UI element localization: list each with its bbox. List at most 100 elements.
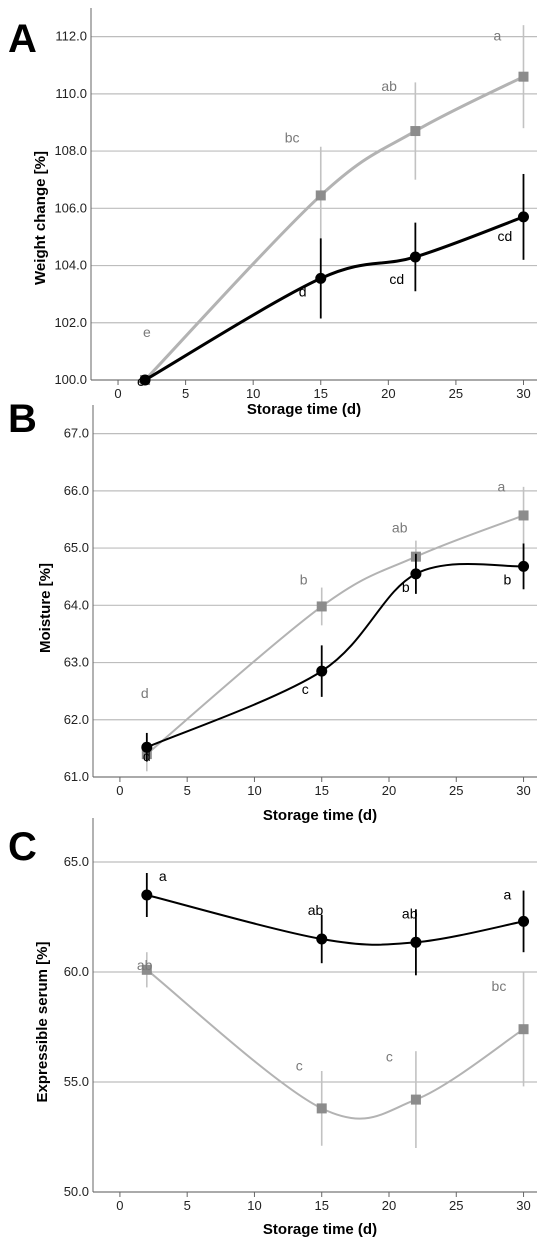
x-tick-label: 0 [116, 1198, 123, 1213]
significance-letter: bc [285, 129, 300, 145]
significance-letter: a [493, 28, 501, 44]
y-tick-label: 61.0 [64, 769, 89, 784]
significance-letter: a [159, 868, 167, 884]
panel-label-c: C [8, 825, 37, 869]
x-tick-label: 10 [246, 386, 260, 401]
x-tick-label: 20 [381, 386, 395, 401]
y-tick-label: 64.0 [64, 597, 89, 612]
data-point-square [518, 1024, 529, 1035]
data-point-circle [410, 936, 422, 948]
y-tick-label: 66.0 [64, 483, 89, 498]
significance-letter: ab [402, 905, 418, 921]
y-tick-label: 102.0 [54, 315, 87, 330]
data-point-circle [316, 933, 328, 945]
y-axis-title-b: Moisture [%] [37, 563, 54, 653]
x-axis-title-a: Storage time (d) [247, 401, 361, 418]
significance-letter: c [386, 1049, 393, 1065]
x-tick-label: 0 [116, 783, 123, 798]
y-tick-label: 62.0 [64, 712, 89, 727]
significance-letter: e [137, 373, 145, 389]
significance-letter: ab [392, 520, 408, 536]
x-tick-label: 20 [382, 1198, 396, 1213]
data-point-circle [315, 272, 327, 284]
x-tick-label: 30 [516, 386, 530, 401]
data-point-square [410, 126, 421, 137]
panel-label-a: A [8, 17, 37, 61]
x-axis-title-b: Storage time (d) [263, 807, 377, 824]
y-tick-label: 67.0 [64, 426, 89, 441]
significance-letter: d [141, 685, 149, 701]
panel-a: A Storage time (d) Weight change [%] 100… [8, 8, 537, 418]
data-point-square [518, 510, 529, 521]
data-point-square [315, 190, 326, 201]
y-tick-label: 50.0 [64, 1184, 89, 1199]
data-point-circle [141, 741, 153, 753]
y-tick-label: 104.0 [54, 258, 87, 273]
data-point-circle [141, 889, 153, 901]
y-tick-label: 112.0 [55, 29, 87, 44]
x-tick-label: 25 [449, 1198, 463, 1213]
data-point-square [316, 601, 327, 612]
y-tick-label: 63.0 [64, 655, 89, 670]
significance-letter: bc [492, 978, 507, 994]
x-tick-label: 10 [247, 1198, 261, 1213]
data-point-circle [139, 374, 151, 386]
data-point-square [316, 1103, 327, 1114]
y-axis-title-c: Expressible serum [%] [34, 942, 51, 1103]
x-tick-label: 15 [314, 386, 328, 401]
x-tick-label: 25 [449, 783, 463, 798]
x-tick-label: 30 [516, 1198, 530, 1213]
x-axis-title-c: Storage time (d) [263, 1221, 377, 1238]
panel-c: C Storage time (d) Expressible serum [%]… [8, 818, 537, 1238]
y-tick-label: 65.0 [64, 540, 89, 555]
significance-letter: e [143, 324, 151, 340]
significance-letter: ab [137, 957, 153, 973]
panel-label-b: B [8, 397, 37, 441]
significance-letter: b [402, 579, 410, 595]
data-point-circle [316, 665, 328, 677]
y-tick-label: 55.0 [64, 1074, 89, 1089]
data-point-circle [518, 915, 530, 927]
series-line-grey [143, 75, 525, 382]
y-tick-label: 106.0 [54, 200, 87, 215]
y-tick-label: 100.0 [54, 372, 87, 387]
data-point-square [141, 964, 152, 975]
data-point-circle [409, 251, 421, 263]
significance-letter: c [302, 681, 309, 697]
series-line-black [144, 215, 525, 382]
x-tick-label: 15 [314, 783, 328, 798]
significance-letter: d [299, 283, 307, 299]
x-tick-label: 5 [184, 783, 191, 798]
x-tick-label: 10 [247, 783, 261, 798]
x-tick-label: 30 [516, 783, 530, 798]
x-tick-label: 5 [182, 386, 189, 401]
data-point-square [410, 1094, 421, 1105]
data-point-circle [518, 560, 530, 572]
data-point-circle [410, 568, 422, 580]
significance-letter: d [143, 748, 151, 764]
panel-b: B Storage time (d) Moisture [%] 61.0 62.0… [8, 397, 537, 824]
series-line-black [146, 894, 524, 946]
series-line-grey [146, 969, 525, 1120]
y-axis-title-a: Weight change [%] [32, 151, 49, 285]
data-point-circle [517, 211, 529, 223]
y-tick-label: 60.0 [64, 964, 89, 979]
x-tick-label: 20 [382, 783, 396, 798]
x-tick-label: 15 [314, 1198, 328, 1213]
y-tick-label: 108.0 [54, 143, 87, 158]
significance-letter: a [504, 886, 512, 902]
significance-letter: ab [381, 78, 397, 94]
data-point-square [518, 71, 529, 82]
y-tick-label: 110.0 [55, 86, 87, 101]
significance-letter: b [300, 571, 308, 587]
x-tick-label: 25 [449, 386, 463, 401]
x-tick-label: 0 [114, 386, 121, 401]
series-line-black [146, 562, 524, 749]
x-tick-label: 5 [184, 1198, 191, 1213]
significance-letter: a [498, 478, 506, 494]
series-line-grey [146, 514, 524, 755]
significance-letter: cd [389, 271, 404, 287]
significance-letter: ab [308, 902, 324, 918]
significance-letter: b [504, 571, 512, 587]
